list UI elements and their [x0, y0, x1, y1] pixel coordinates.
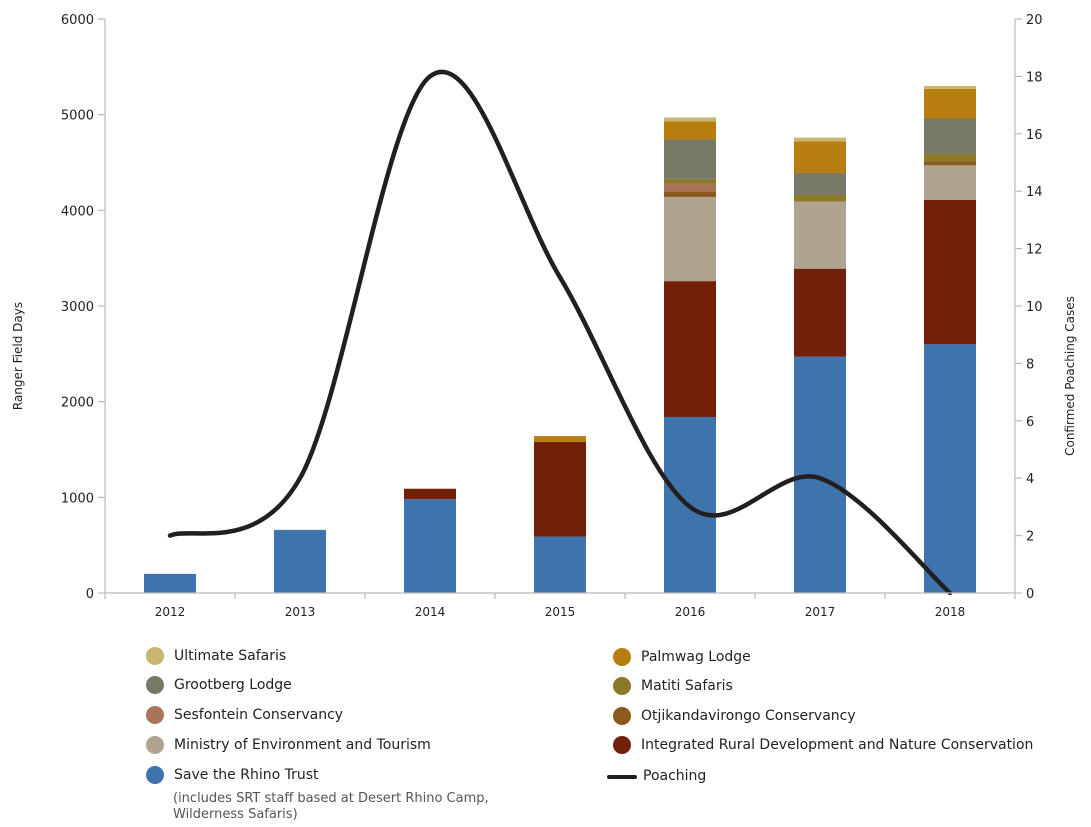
right-tick-label: 10 — [1026, 300, 1043, 315]
bar-segment — [794, 173, 846, 196]
bar-segment — [924, 153, 976, 162]
right-tick-label: 20 — [1026, 13, 1043, 28]
right-tick-label: 14 — [1026, 185, 1043, 200]
right-tick-label: 2 — [1026, 530, 1034, 545]
bar-segment — [274, 529, 326, 593]
bar-segment — [794, 268, 846, 357]
bar-segment — [794, 195, 846, 202]
bar-segment — [924, 118, 976, 154]
right-tick-label: 18 — [1026, 70, 1043, 85]
y-axis-title: Ranger Field Days — [11, 302, 25, 410]
bar-segment — [794, 141, 846, 174]
bar-segment — [924, 165, 976, 200]
bar-segment — [924, 161, 976, 166]
left-tick-label: 0 — [86, 587, 94, 602]
right-tick-label: 8 — [1026, 357, 1034, 372]
right-tick-label: 6 — [1026, 415, 1034, 430]
bar-segment — [664, 117, 716, 122]
bar-segment — [664, 139, 716, 179]
left-tick-label: 5000 — [61, 109, 94, 124]
x-tick-label: 2016 — [675, 605, 706, 619]
bar-segment — [664, 196, 716, 282]
bar-segment — [664, 121, 716, 140]
left-tick-label: 4000 — [61, 204, 94, 219]
bar-segment — [924, 344, 976, 593]
x-tick-label: 2018 — [935, 605, 966, 619]
bar-segment — [664, 183, 716, 192]
right-tick-label: 4 — [1026, 472, 1034, 487]
x-tick-label: 2012 — [155, 605, 186, 619]
left-tick-label: 1000 — [61, 491, 94, 506]
bar-segment — [794, 201, 846, 269]
x-tick-label: 2015 — [545, 605, 576, 619]
bar-segment — [924, 88, 976, 119]
bar-segment — [144, 573, 196, 593]
right-tick-label: 0 — [1026, 587, 1034, 602]
bar-segment — [794, 137, 846, 142]
x-tick-label: 2014 — [415, 605, 446, 619]
left-tick-label: 2000 — [61, 396, 94, 411]
bar-segment — [924, 199, 976, 345]
x-tick-label: 2013 — [285, 605, 316, 619]
right-tick-label: 16 — [1026, 128, 1043, 143]
bar-segment — [534, 436, 586, 442]
bar-segment — [534, 441, 586, 537]
right-tick-label: 12 — [1026, 243, 1043, 258]
left-tick-label: 6000 — [61, 13, 94, 28]
y2-axis-title: Confirmed Poaching Cases — [1063, 296, 1077, 456]
bar-segment — [664, 281, 716, 417]
bar-segment — [404, 488, 456, 500]
bar-segment — [664, 178, 716, 184]
bar-segment — [924, 85, 976, 89]
poaching-line — [167, 69, 953, 596]
bar-segment — [534, 536, 586, 593]
bar-segment — [664, 191, 716, 197]
left-tick-label: 3000 — [61, 300, 94, 315]
x-tick-label: 2017 — [805, 605, 836, 619]
bar-segment — [404, 499, 456, 593]
